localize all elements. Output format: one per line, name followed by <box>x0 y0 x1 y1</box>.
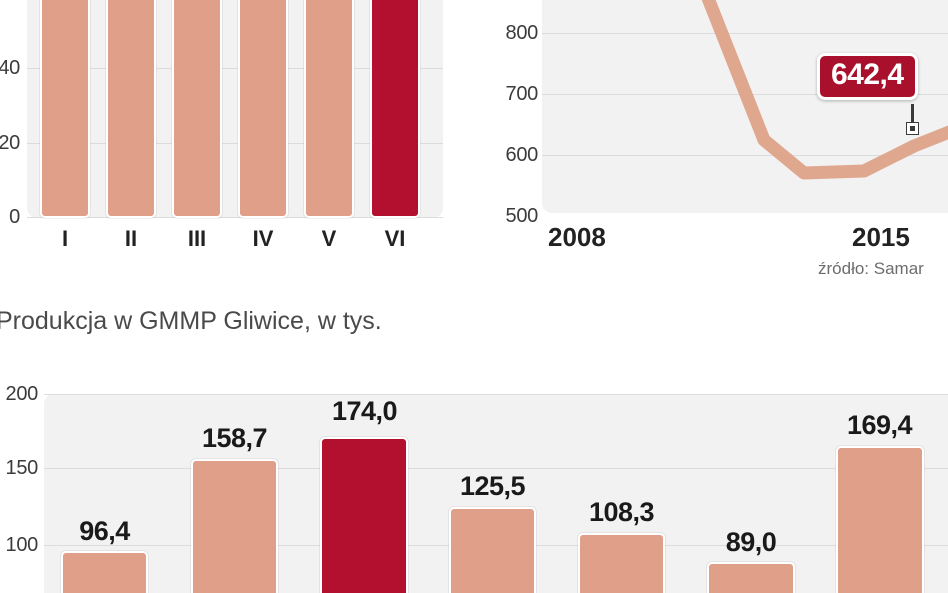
top-right-gridline-800 <box>542 33 948 34</box>
top-right-series-line <box>701 0 948 180</box>
bottom-bar-1 <box>61 551 148 593</box>
top-left-ytick-0: 40 <box>0 57 20 79</box>
bottom-chart-title: Produkcja w GMMP Gliwice, w tys. <box>0 307 382 335</box>
top-right-ytick-700: 700 <box>505 83 539 105</box>
top-left-bar-1 <box>40 0 90 218</box>
top-left-xtick-1: I <box>61 226 69 251</box>
bottom-bar-value-6: 89,0 <box>725 527 777 557</box>
top-left-ytick-2: 0 <box>9 206 20 228</box>
top-right-xtick-2015: 2015 <box>852 222 910 252</box>
source-note: źródło: Samar <box>818 259 924 278</box>
bottom-bar-4 <box>449 507 536 593</box>
bottom-bar-value-2: 158,7 <box>201 423 268 453</box>
top-left-gridline-0 <box>27 217 443 218</box>
bottom-gridline-150 <box>44 468 948 469</box>
bottom-ytick-200: 200 <box>5 383 39 405</box>
callout-stem <box>911 104 914 127</box>
bottom-bar-5 <box>578 533 665 593</box>
bottom-bar-value-5: 108,3 <box>588 497 655 527</box>
bottom-bar-value-7: 169,4 <box>846 410 913 440</box>
top-left-bar-3 <box>172 0 222 218</box>
top-left-bar-6-highlight <box>370 0 420 218</box>
top-left-xtick-5: V <box>321 226 337 251</box>
bottom-ytick-150: 150 <box>5 457 39 479</box>
top-left-ytick-1: 20 <box>0 132 20 154</box>
data-point-marker-icon <box>907 123 918 134</box>
bottom-bar-2 <box>191 459 278 593</box>
top-left-xtick-4: IV <box>252 226 274 251</box>
top-left-bar-4 <box>238 0 288 218</box>
top-left-gridline-40 <box>27 68 443 69</box>
top-right-ytick-600: 600 <box>505 144 539 166</box>
bottom-bar-7 <box>836 446 924 593</box>
top-left-xtick-6: VI <box>384 226 406 251</box>
bottom-bar-value-1: 96,4 <box>79 516 130 546</box>
top-left-xtick-3: III <box>187 226 207 251</box>
bottom-gridline-200 <box>44 394 948 395</box>
bottom-bar-value-3: 174,0 <box>331 396 398 426</box>
top-left-bar-5 <box>304 0 354 218</box>
bottom-ytick-100: 100 <box>5 534 39 556</box>
bottom-bar-6 <box>707 562 795 593</box>
top-left-bar-2 <box>106 0 156 218</box>
top-right-value-callout: 642,4 <box>817 53 918 100</box>
top-right-ytick-800: 800 <box>505 22 539 44</box>
bottom-bar-3-highlight <box>320 437 408 593</box>
top-right-gridline-600 <box>542 155 948 156</box>
top-left-gridline-20 <box>27 143 443 144</box>
top-right-ytick-500: 500 <box>505 205 539 227</box>
top-left-xtick-2: II <box>124 226 138 251</box>
top-right-xtick-2008: 2008 <box>548 222 606 252</box>
bottom-bar-value-4: 125,5 <box>459 471 526 501</box>
